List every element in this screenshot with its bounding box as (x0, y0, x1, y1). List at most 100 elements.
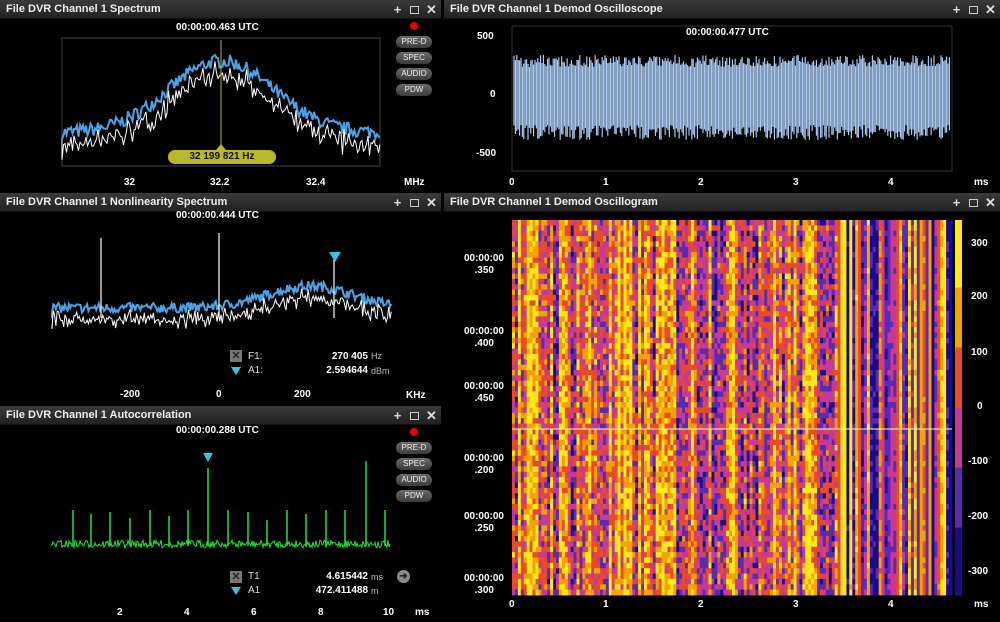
heatmap-cell (594, 348, 598, 355)
close-icon[interactable]: ✕ (985, 195, 996, 210)
heatmap-cell (664, 327, 668, 333)
heatmap-cell (638, 321, 642, 328)
restore-icon[interactable] (969, 198, 978, 207)
heatmap-cell (690, 370, 695, 376)
freq-badge[interactable]: 32 199 821 Hz (168, 150, 276, 164)
heatmap-cell (529, 278, 533, 285)
heatmap-cell (928, 348, 932, 355)
spec-button[interactable]: SPEC (396, 52, 432, 64)
heatmap-cell (855, 327, 859, 333)
heatmap-cell (623, 262, 627, 269)
heatmap-cell (922, 370, 926, 376)
spectrum-plot[interactable] (0, 0, 441, 192)
close-icon[interactable]: ✕ (985, 2, 996, 17)
heatmap-cell (776, 321, 780, 328)
heatmap-cell (734, 295, 739, 301)
heatmap-cell (919, 370, 923, 376)
restore-icon[interactable] (410, 411, 419, 420)
restore-icon[interactable] (969, 5, 978, 14)
heatmap-cell (526, 327, 530, 333)
close-icon[interactable]: ✕ (426, 195, 437, 210)
autocorrelation-titlebar[interactable]: File DVR Channel 1 Autocorrelation + ✕ (0, 406, 441, 425)
spectrum-titlebar[interactable]: File DVR Channel 1 Spectrum + ✕ (0, 0, 441, 19)
restore-icon[interactable] (410, 198, 419, 207)
heatmap-cell (594, 289, 598, 296)
heatmap-cell (517, 380, 522, 387)
oscillogram-plot[interactable] (444, 193, 1000, 622)
heatmap-cell (570, 311, 574, 317)
audio-button[interactable]: AUDIO (396, 474, 432, 486)
heatmap-cell (682, 332, 686, 339)
heatmap-cell (855, 337, 859, 344)
nonlinearity-plot[interactable] (0, 193, 441, 405)
heatmap-cell (866, 295, 871, 301)
heatmap-cell (682, 241, 686, 248)
add-icon[interactable]: + (952, 195, 961, 210)
heatmap-cell (732, 284, 736, 291)
heatmap-cell (523, 289, 527, 296)
heatmap-cell (922, 337, 926, 344)
heatmap-cell (852, 262, 856, 269)
heatmap-cell (878, 230, 882, 237)
heatmap-cell (605, 311, 610, 317)
close-marker-icon[interactable]: ✕ (230, 570, 242, 583)
add-icon[interactable]: + (393, 408, 402, 423)
heatmap-cell (690, 359, 695, 366)
heatmap-cell (635, 220, 639, 226)
heatmap-cell (558, 273, 563, 280)
close-icon[interactable]: ✕ (426, 2, 437, 17)
heatmap-cell (512, 295, 516, 301)
heatmap-cell (611, 343, 615, 349)
spec-button[interactable]: SPEC (396, 458, 432, 470)
heatmap-cell (729, 262, 733, 269)
add-icon[interactable]: + (393, 195, 402, 210)
close-marker-icon[interactable]: ✕ (230, 350, 242, 362)
heatmap-cell (937, 359, 941, 366)
oscilloscope-titlebar[interactable]: File DVR Channel 1 Demod Oscilloscope + … (444, 0, 1000, 19)
heatmap-cell (878, 220, 882, 226)
heatmap-cell (673, 348, 677, 355)
heatmap-cell (644, 252, 648, 258)
heatmap-cell (869, 241, 874, 248)
pdw-button[interactable]: PDW (396, 84, 432, 96)
heatmap-cell (937, 278, 941, 285)
heatmap-cell (661, 327, 665, 333)
heatmap-cell (767, 230, 771, 237)
pdw-button[interactable]: PDW (396, 490, 432, 502)
heatmap-cell (890, 273, 894, 280)
restore-icon[interactable] (410, 5, 419, 14)
heatmap-cell (852, 230, 856, 237)
heatmap-cell (872, 370, 877, 376)
arrow-right-icon[interactable]: ➜ (397, 570, 410, 583)
pre-d-button[interactable]: PRE-D (396, 36, 432, 48)
heatmap-cell (872, 278, 877, 285)
heatmap-cell (764, 343, 768, 349)
heatmap-cell (834, 332, 838, 339)
heatmap-cell (934, 236, 938, 242)
add-icon[interactable]: + (952, 2, 961, 17)
heatmap-cell (699, 353, 703, 360)
heatmap-cell (579, 246, 583, 253)
heatmap-cell (570, 257, 574, 264)
close-icon[interactable]: ✕ (426, 408, 437, 423)
heatmap-cell (902, 252, 906, 258)
heatmap-cell (667, 230, 671, 237)
heatmap-cell (840, 353, 844, 360)
nonlinearity-titlebar[interactable]: File DVR Channel 1 Nonlinearity Spectrum… (0, 193, 441, 212)
heatmap-cell (837, 332, 841, 339)
heatmap-cell (558, 370, 563, 376)
pre-d-button[interactable]: PRE-D (396, 442, 432, 454)
heatmap-cell (893, 236, 897, 242)
audio-button[interactable]: AUDIO (396, 68, 432, 80)
heatmap-cell (558, 316, 563, 323)
heatmap-cell (579, 262, 583, 269)
add-icon[interactable]: + (393, 2, 402, 17)
heatmap-cell (866, 289, 871, 296)
heatmap-cell (629, 278, 633, 285)
heatmap-cell (740, 337, 745, 344)
heatmap-cell (617, 343, 621, 349)
autocorrelation-plot[interactable] (0, 406, 441, 622)
oscilloscope-plot[interactable] (444, 0, 1000, 192)
heatmap-cell (940, 220, 944, 226)
oscillogram-titlebar[interactable]: File DVR Channel 1 Demod Oscillogram + ✕ (444, 193, 1000, 212)
